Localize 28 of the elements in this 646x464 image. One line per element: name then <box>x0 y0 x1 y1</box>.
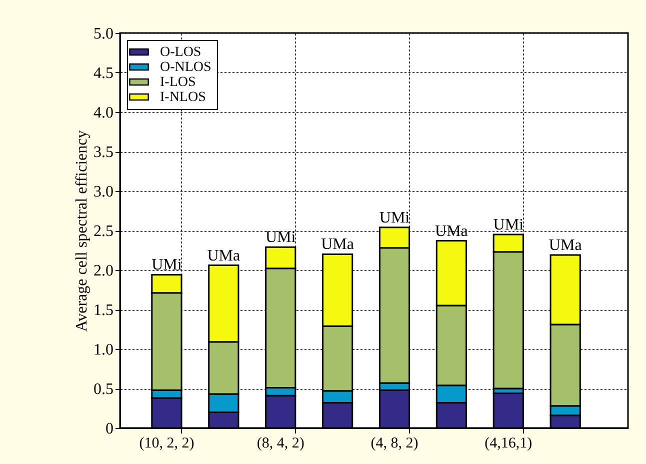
legend-label: I-NLOS <box>160 90 206 105</box>
annotation: UMi <box>379 209 410 226</box>
annotation: UMi <box>265 229 296 246</box>
y-tick-label: 3.5 <box>94 144 114 161</box>
x-tick-label: (4,16,1) <box>484 436 532 452</box>
y-tick-label: 5.0 <box>94 26 114 42</box>
legend-label: O-LOS <box>160 45 202 60</box>
y-axis-title: Average cell spectral efficiency <box>74 130 90 332</box>
x-tick-label: (4, 8, 2) <box>370 436 418 452</box>
annotation: UMi <box>493 216 524 234</box>
y-tick-label: 0 <box>106 420 114 438</box>
y-tick-label: 4.5 <box>94 65 114 82</box>
y-tick-label: 0.5 <box>94 381 114 398</box>
y-tick-label: 1.0 <box>94 342 114 358</box>
annotation: UMi <box>152 256 182 274</box>
annotation: UMa <box>321 236 354 254</box>
annotation: UMa <box>207 247 240 264</box>
x-tick-label: (10, 2, 2) <box>139 436 194 452</box>
legend-label: I-LOS <box>160 75 196 90</box>
y-tick-label: 3.0 <box>94 184 114 200</box>
y-tick-label: 4.0 <box>94 104 114 122</box>
legend-label: O-NLOS <box>160 60 212 75</box>
y-tick-label: 2.5 <box>94 223 114 240</box>
y-tick-label: 1.5 <box>94 302 114 319</box>
annotation: UMa <box>435 222 468 240</box>
x-tick-label: (8, 4, 2) <box>256 436 304 452</box>
annotation: UMa <box>548 236 582 254</box>
y-tick-label: 2.0 <box>94 262 114 280</box>
